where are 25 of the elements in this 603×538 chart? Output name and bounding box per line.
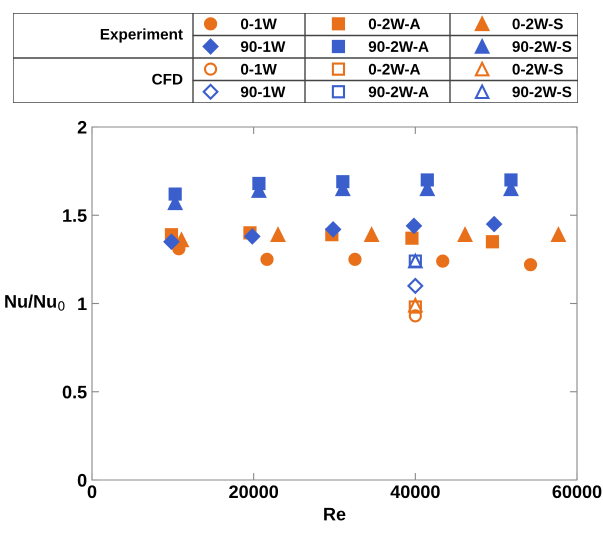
x-tick-label: 20000 xyxy=(229,485,278,498)
y-tick-label: 0.5 xyxy=(62,386,87,398)
y-tick-label: 2 xyxy=(78,120,86,134)
x-tick-label: 60000 xyxy=(552,485,602,498)
text: Experiment xyxy=(100,28,183,43)
y-tick-label: 1.5 xyxy=(63,209,87,222)
legend-label: 0-1W xyxy=(240,64,277,75)
legend-label: 0-2W-S xyxy=(512,64,563,75)
legend-label: 0-1W xyxy=(240,18,277,30)
legend-label: 90-2W-S xyxy=(512,86,572,98)
legend-label: 0-2W-A xyxy=(368,18,420,30)
legend-label: 90-2W-A xyxy=(368,41,429,52)
legend-label: 0-2W-A xyxy=(368,64,420,75)
y-axis-title: Nu/Nu$_{0}$ xyxy=(5,294,65,311)
x-axis-title: Re xyxy=(324,508,346,521)
text: CFD xyxy=(152,74,182,85)
legend-label: 90-1W xyxy=(240,86,286,98)
x-tick-label: 40000 xyxy=(390,485,440,498)
legend-label: 90-2W-S xyxy=(512,41,572,52)
y-tick-label: 1 xyxy=(78,298,87,310)
legend-label: 90-2W-A xyxy=(368,86,429,98)
y-tick-label: 0 xyxy=(78,474,86,487)
x-tick-label: 0 xyxy=(88,485,96,498)
legend-label: 0-2W-S xyxy=(512,18,563,30)
legend-label: 90-1W xyxy=(240,41,286,52)
